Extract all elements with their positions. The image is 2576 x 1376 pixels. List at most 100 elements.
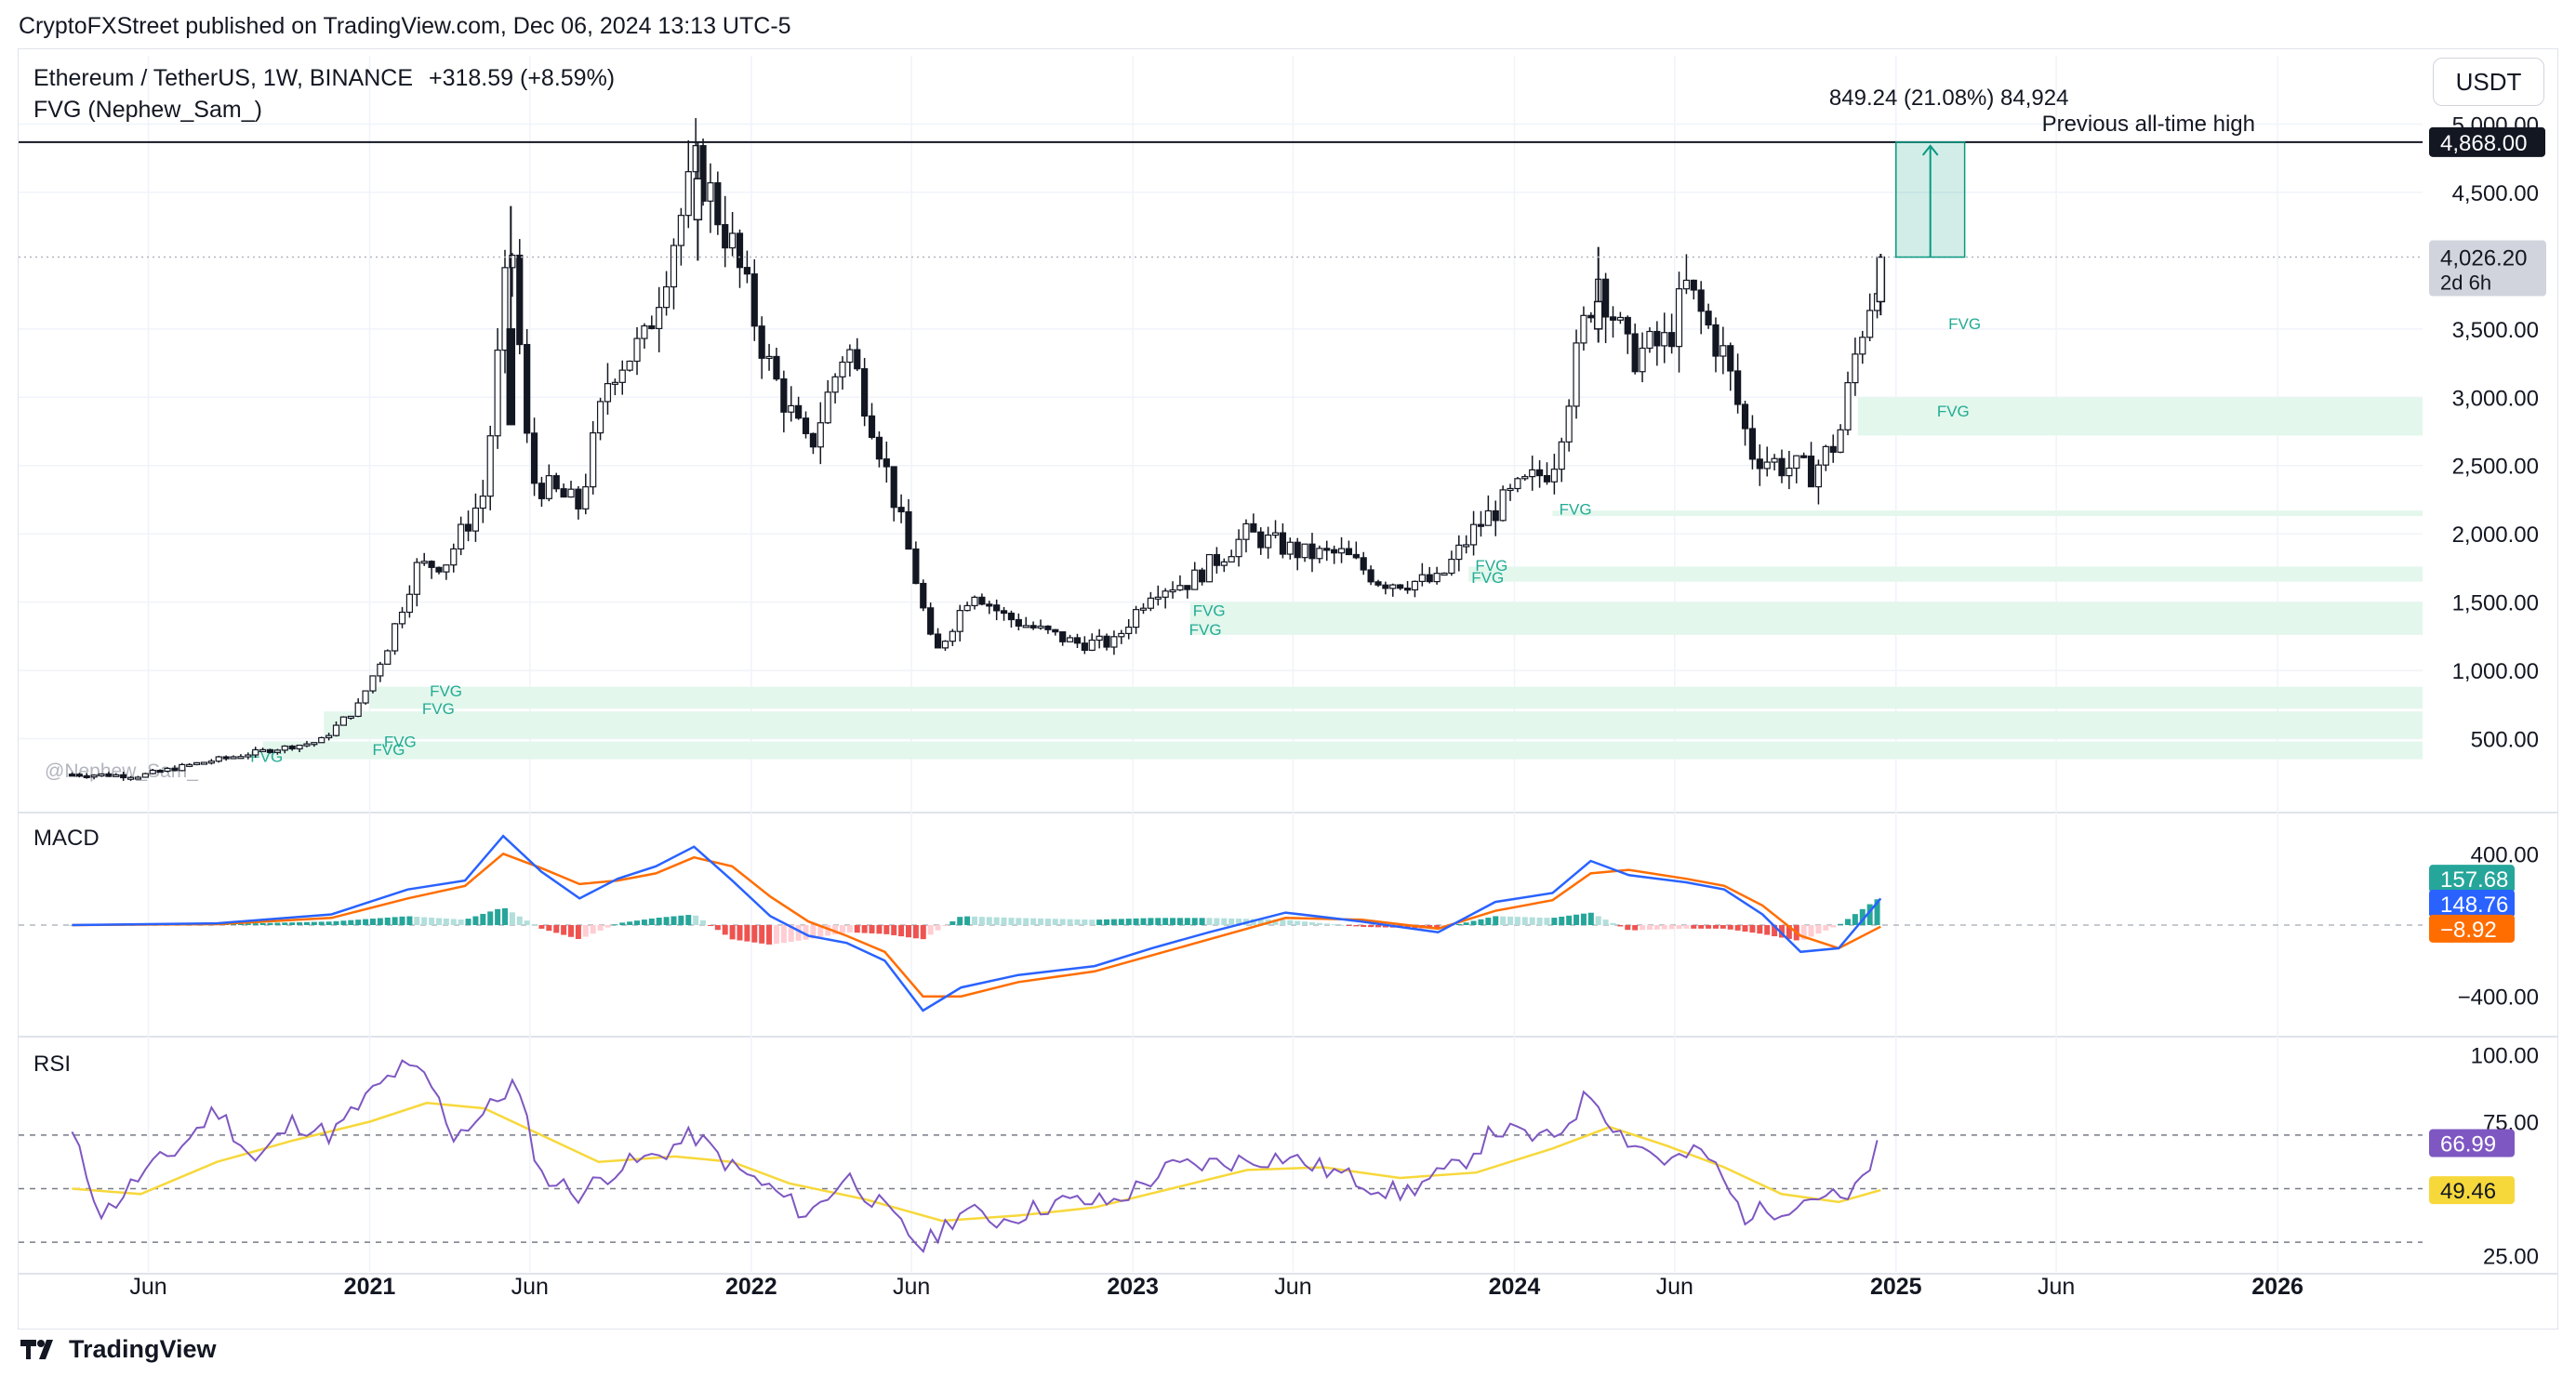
fvg-zone: [1857, 397, 2423, 436]
macd-histogram-bar: [1353, 925, 1360, 927]
macd-histogram-bar: [399, 916, 405, 925]
macd-histogram-bar: [1529, 917, 1535, 925]
candle-down: [1308, 543, 1316, 560]
candle-down: [750, 273, 758, 327]
macd-histogram-bar: [1295, 920, 1301, 925]
symbol-header[interactable]: Ethereum / TetherUS, 1W, BINANCE +318.59…: [33, 65, 615, 92]
time-tick-label: Jun: [2038, 1274, 2075, 1300]
macd-histogram-bar: [1206, 918, 1213, 925]
candle-up: [765, 355, 773, 360]
macd-histogram-bar: [1646, 925, 1653, 931]
indicator-header[interactable]: FVG (Nephew_Sam_): [33, 97, 262, 124]
currency-button[interactable]: USDT: [2433, 58, 2544, 106]
candle-up: [471, 507, 480, 532]
footer: TradingView: [19, 1330, 217, 1369]
candle-up: [494, 350, 501, 437]
fvg-label: FVG: [1193, 602, 1226, 619]
candle-down: [68, 774, 76, 777]
candle-up: [677, 215, 684, 246]
candle-up: [1529, 469, 1536, 478]
key-candle: [1593, 300, 1603, 330]
macd-histogram-bar: [1668, 925, 1675, 930]
time-tick-label: 2024: [1489, 1274, 1541, 1300]
macd-histogram-bar: [1140, 918, 1147, 925]
candle-up: [831, 376, 839, 393]
indicator-name[interactable]: FVG (Nephew_Sam_): [33, 97, 262, 123]
candle-up: [186, 763, 193, 767]
candle-up: [1573, 342, 1580, 407]
candle-down: [1382, 584, 1389, 589]
candle-down: [171, 767, 179, 772]
macd-histogram-bar: [501, 907, 508, 925]
grid: [19, 56, 2557, 1275]
macd-histogram-bar: [883, 925, 890, 934]
rsi-ma-line: [72, 1102, 1881, 1223]
candle-up: [641, 324, 648, 339]
candle-down: [1535, 469, 1544, 477]
macd-histogram-bar: [839, 925, 845, 933]
candle-up: [1814, 464, 1823, 488]
candle-up: [164, 767, 171, 773]
candle-up: [443, 564, 450, 573]
candle-up: [318, 736, 325, 744]
price-series: @Nephew_Sam_ Previous all-time high849.24…: [19, 86, 2423, 782]
candle-up: [684, 171, 692, 217]
macd-histogram-bar: [406, 916, 413, 925]
macd-histogram-bar: [245, 923, 251, 925]
macd-histogram-bar: [1544, 918, 1550, 925]
candle-up: [458, 523, 465, 549]
macd-histogram-bar: [333, 920, 339, 925]
candle-up: [98, 773, 105, 777]
macd-histogram-bar: [509, 912, 515, 925]
candle-down: [1052, 628, 1059, 633]
candle-up: [1866, 310, 1874, 338]
candle-down: [464, 523, 472, 532]
macd-histogram-bar: [832, 925, 839, 934]
tradingview-logo-icon: [20, 1340, 53, 1359]
candle-up: [1301, 543, 1308, 559]
macd-histogram-tag-bg: [2429, 865, 2515, 893]
candle-up: [281, 745, 288, 751]
macd-histogram-bar: [1587, 912, 1594, 925]
candle-down: [861, 368, 869, 417]
fvg-label: FVG: [1560, 501, 1592, 519]
candle-up: [662, 285, 671, 309]
candle-down: [1727, 345, 1734, 372]
candle-down: [1778, 457, 1786, 477]
macd-histogram-bar: [1580, 913, 1587, 925]
rsi-pane-label[interactable]: RSI: [33, 1052, 72, 1077]
candle-up: [1022, 625, 1029, 628]
symbol-name[interactable]: Ethereum / TetherUS, 1W, BINANCE: [33, 65, 414, 91]
candle-down: [1741, 404, 1749, 430]
macd-pane-label[interactable]: MACD: [33, 826, 100, 851]
macd-histogram-bar: [1110, 919, 1117, 925]
candle-down: [435, 566, 443, 573]
macd-histogram-bar: [1764, 925, 1771, 935]
candle-down: [1748, 428, 1757, 460]
macd-histogram-bar: [1844, 919, 1851, 925]
candle-up: [590, 431, 597, 488]
macd-histogram-bar: [1536, 917, 1543, 925]
candle-down: [1690, 279, 1697, 291]
fvg-zone: [1468, 566, 2423, 582]
macd-histogram-bar: [1257, 919, 1264, 925]
candle-up: [303, 743, 311, 747]
candle-up: [384, 650, 392, 665]
macd-histogram-bar: [891, 925, 897, 935]
candle-up: [332, 724, 340, 736]
macd-signal-line: [72, 852, 1881, 998]
macd-histogram-bar: [935, 925, 941, 931]
macd-histogram-bar: [1727, 925, 1733, 930]
macd-histogram-bar: [619, 922, 626, 925]
macd-histogram-bar: [1074, 919, 1081, 925]
candle-up: [963, 604, 971, 612]
macd-histogram-bar: [1148, 918, 1154, 925]
candle-up: [149, 769, 156, 774]
macd-histogram-bar: [1772, 925, 1778, 937]
candle-up: [1271, 532, 1280, 536]
macd-histogram-bar: [1184, 918, 1190, 925]
candle-up: [1110, 636, 1118, 648]
fvg-zone: [262, 741, 2423, 760]
candle-up: [1418, 574, 1426, 582]
